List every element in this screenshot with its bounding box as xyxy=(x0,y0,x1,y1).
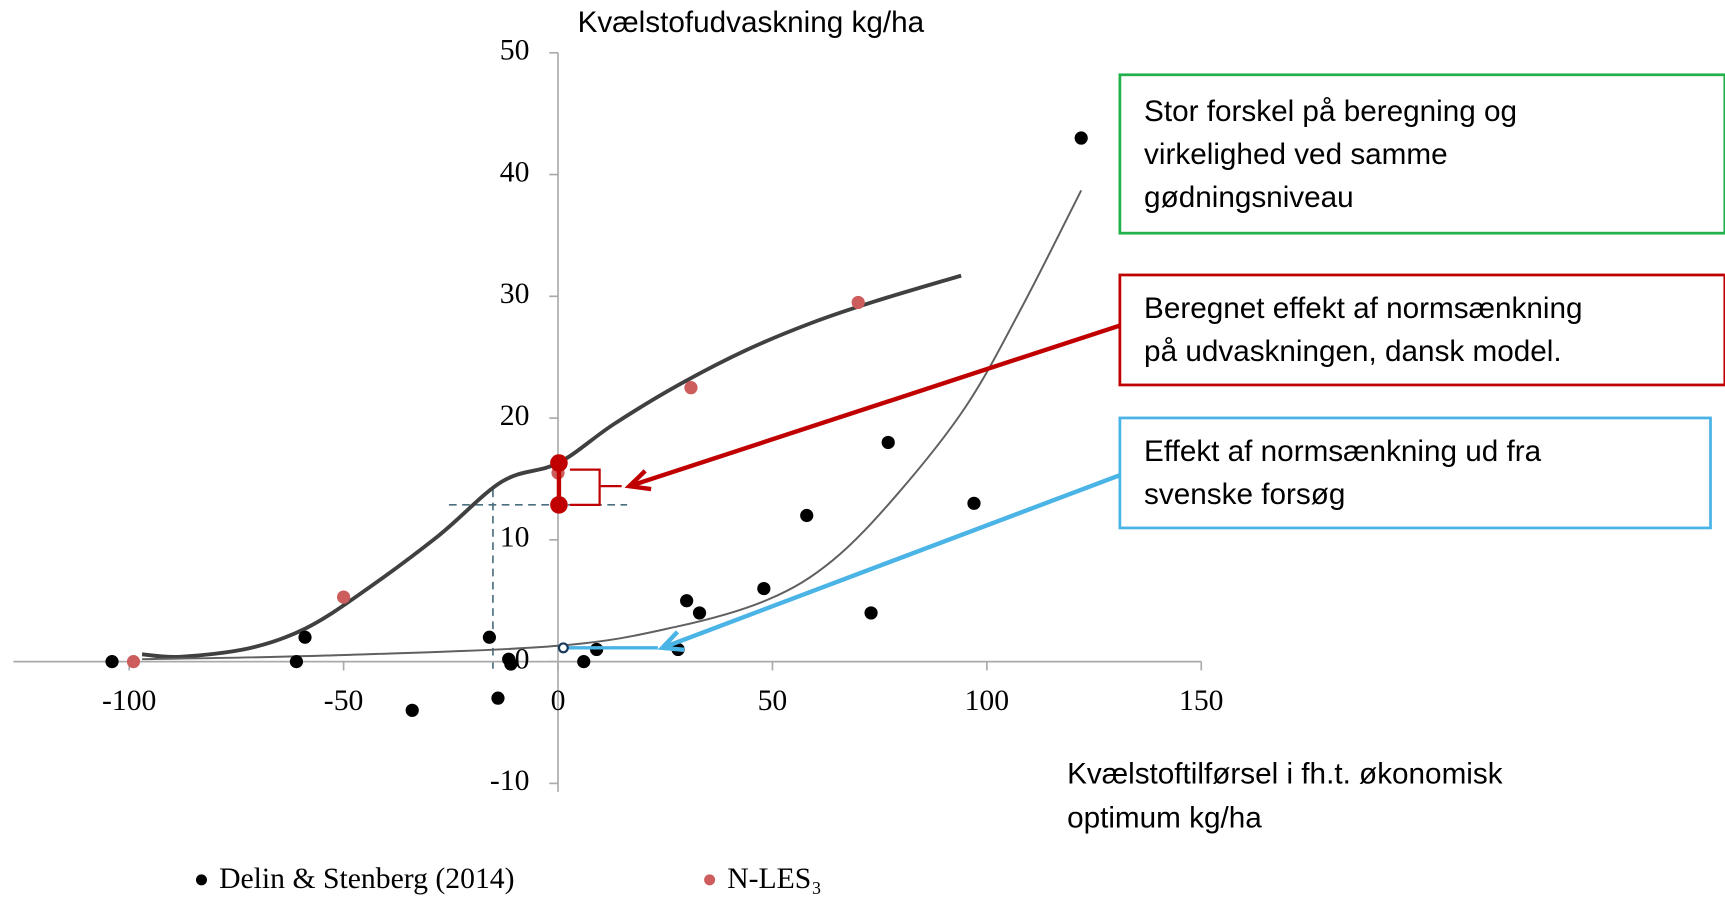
y-tick-label: 20 xyxy=(500,400,530,432)
point xyxy=(482,630,496,644)
point xyxy=(680,594,694,608)
point xyxy=(967,496,981,510)
annotation-text: Stor forskel på beregning og xyxy=(1144,95,1517,128)
x-axis-label: optimum kg/ha xyxy=(1067,801,1262,834)
legend-marker xyxy=(195,874,207,886)
red-marker xyxy=(550,496,568,514)
point xyxy=(881,435,895,450)
y-tick-label: 50 xyxy=(500,35,530,67)
legend-label: N-LES₃ xyxy=(727,863,821,895)
annotation-box xyxy=(1118,73,1725,235)
x-tick-label: 0 xyxy=(551,685,566,717)
point xyxy=(298,630,312,644)
annotation-box xyxy=(1118,416,1712,530)
point xyxy=(864,606,878,620)
point xyxy=(105,655,119,669)
curve xyxy=(142,189,1083,661)
arrow xyxy=(628,323,1121,489)
point xyxy=(851,295,865,310)
y-tick-label: 0 xyxy=(515,643,530,675)
point xyxy=(800,508,814,523)
legend-label: Delin & Stenberg (2014) xyxy=(219,863,514,895)
bracket xyxy=(569,468,622,506)
curve xyxy=(141,273,962,659)
y-tick-label: 10 xyxy=(500,522,530,554)
x-tick-label: 50 xyxy=(758,685,788,717)
annotation-text: virkelighed ved samme xyxy=(1144,138,1448,171)
arrow-head xyxy=(657,630,685,652)
annotation-text: svenske forsøg xyxy=(1144,478,1345,511)
annotation-text: på udvaskningen, dansk model. xyxy=(1144,335,1562,368)
x-axis-label: Kvælstoftilførsel i fh.t. økonomisk xyxy=(1067,757,1503,790)
point xyxy=(504,657,518,671)
y-tick-label: -10 xyxy=(490,765,530,797)
point xyxy=(757,581,771,596)
y-tick-label: 30 xyxy=(500,278,530,310)
point xyxy=(405,703,419,717)
x-tick-label: 100 xyxy=(965,685,1010,717)
annotation-text: Beregnet effekt af normsænkning xyxy=(1144,292,1582,325)
y-axis-label: Kvælstofudvaskning kg/ha xyxy=(578,6,925,39)
point xyxy=(684,381,698,395)
arrow xyxy=(661,473,1121,650)
red-marker xyxy=(550,454,568,472)
point xyxy=(126,655,141,669)
point xyxy=(336,590,351,604)
point xyxy=(577,655,591,669)
blue-marker xyxy=(557,642,569,654)
x-tick-label: -50 xyxy=(324,685,364,717)
legend-marker xyxy=(704,874,716,886)
arrow-head xyxy=(624,469,652,492)
x-tick-label: 150 xyxy=(1179,685,1224,717)
point xyxy=(692,606,707,620)
annotation-text: gødningsniveau xyxy=(1144,181,1354,214)
point xyxy=(491,691,505,705)
annotation-text: Effekt af normsænkning ud fra xyxy=(1144,435,1542,468)
y-tick-label: 40 xyxy=(500,156,530,188)
point xyxy=(1074,131,1088,145)
x-tick-label: -100 xyxy=(102,685,156,717)
point xyxy=(289,655,304,669)
annotation-box xyxy=(1118,273,1725,387)
